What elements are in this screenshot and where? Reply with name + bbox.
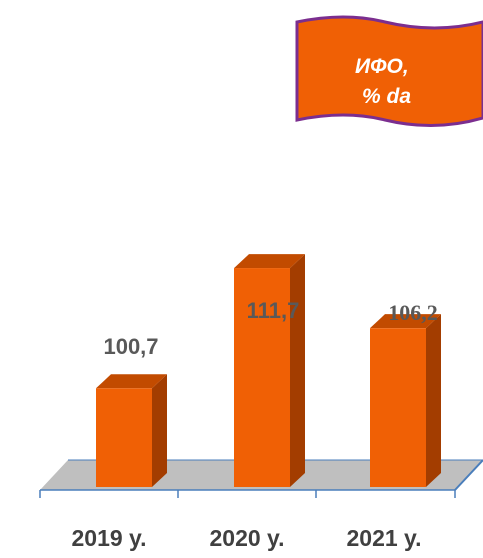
flag-title-line2: % da <box>362 85 411 108</box>
bar-top <box>234 254 305 269</box>
title-flag: ИФО, % da <box>295 15 483 128</box>
bars-group <box>96 254 441 487</box>
bar-front <box>234 268 290 487</box>
bar-front <box>96 388 152 487</box>
floor-right-edge <box>454 459 483 491</box>
bar-front <box>370 328 426 487</box>
bar-top <box>370 314 441 329</box>
bar-2019y <box>96 374 167 487</box>
category-label-2020: 2020 y. <box>209 525 284 551</box>
bar-side <box>426 314 441 487</box>
bar-side <box>152 374 167 487</box>
bar-side <box>290 254 305 487</box>
x-axis <box>39 489 456 498</box>
bar-2021y <box>370 314 441 487</box>
category-label-2021: 2021 y. <box>346 525 421 551</box>
bar-top <box>96 374 167 389</box>
value-label-2019: 100,7 <box>103 334 158 359</box>
bar-2020y <box>234 254 305 487</box>
value-label-2020: 111,7 <box>247 298 300 323</box>
flag-title-line1: ИФО, <box>355 55 409 78</box>
category-label-2019: 2019 y. <box>71 525 146 551</box>
value-label-2021: 106,2 <box>388 300 438 325</box>
